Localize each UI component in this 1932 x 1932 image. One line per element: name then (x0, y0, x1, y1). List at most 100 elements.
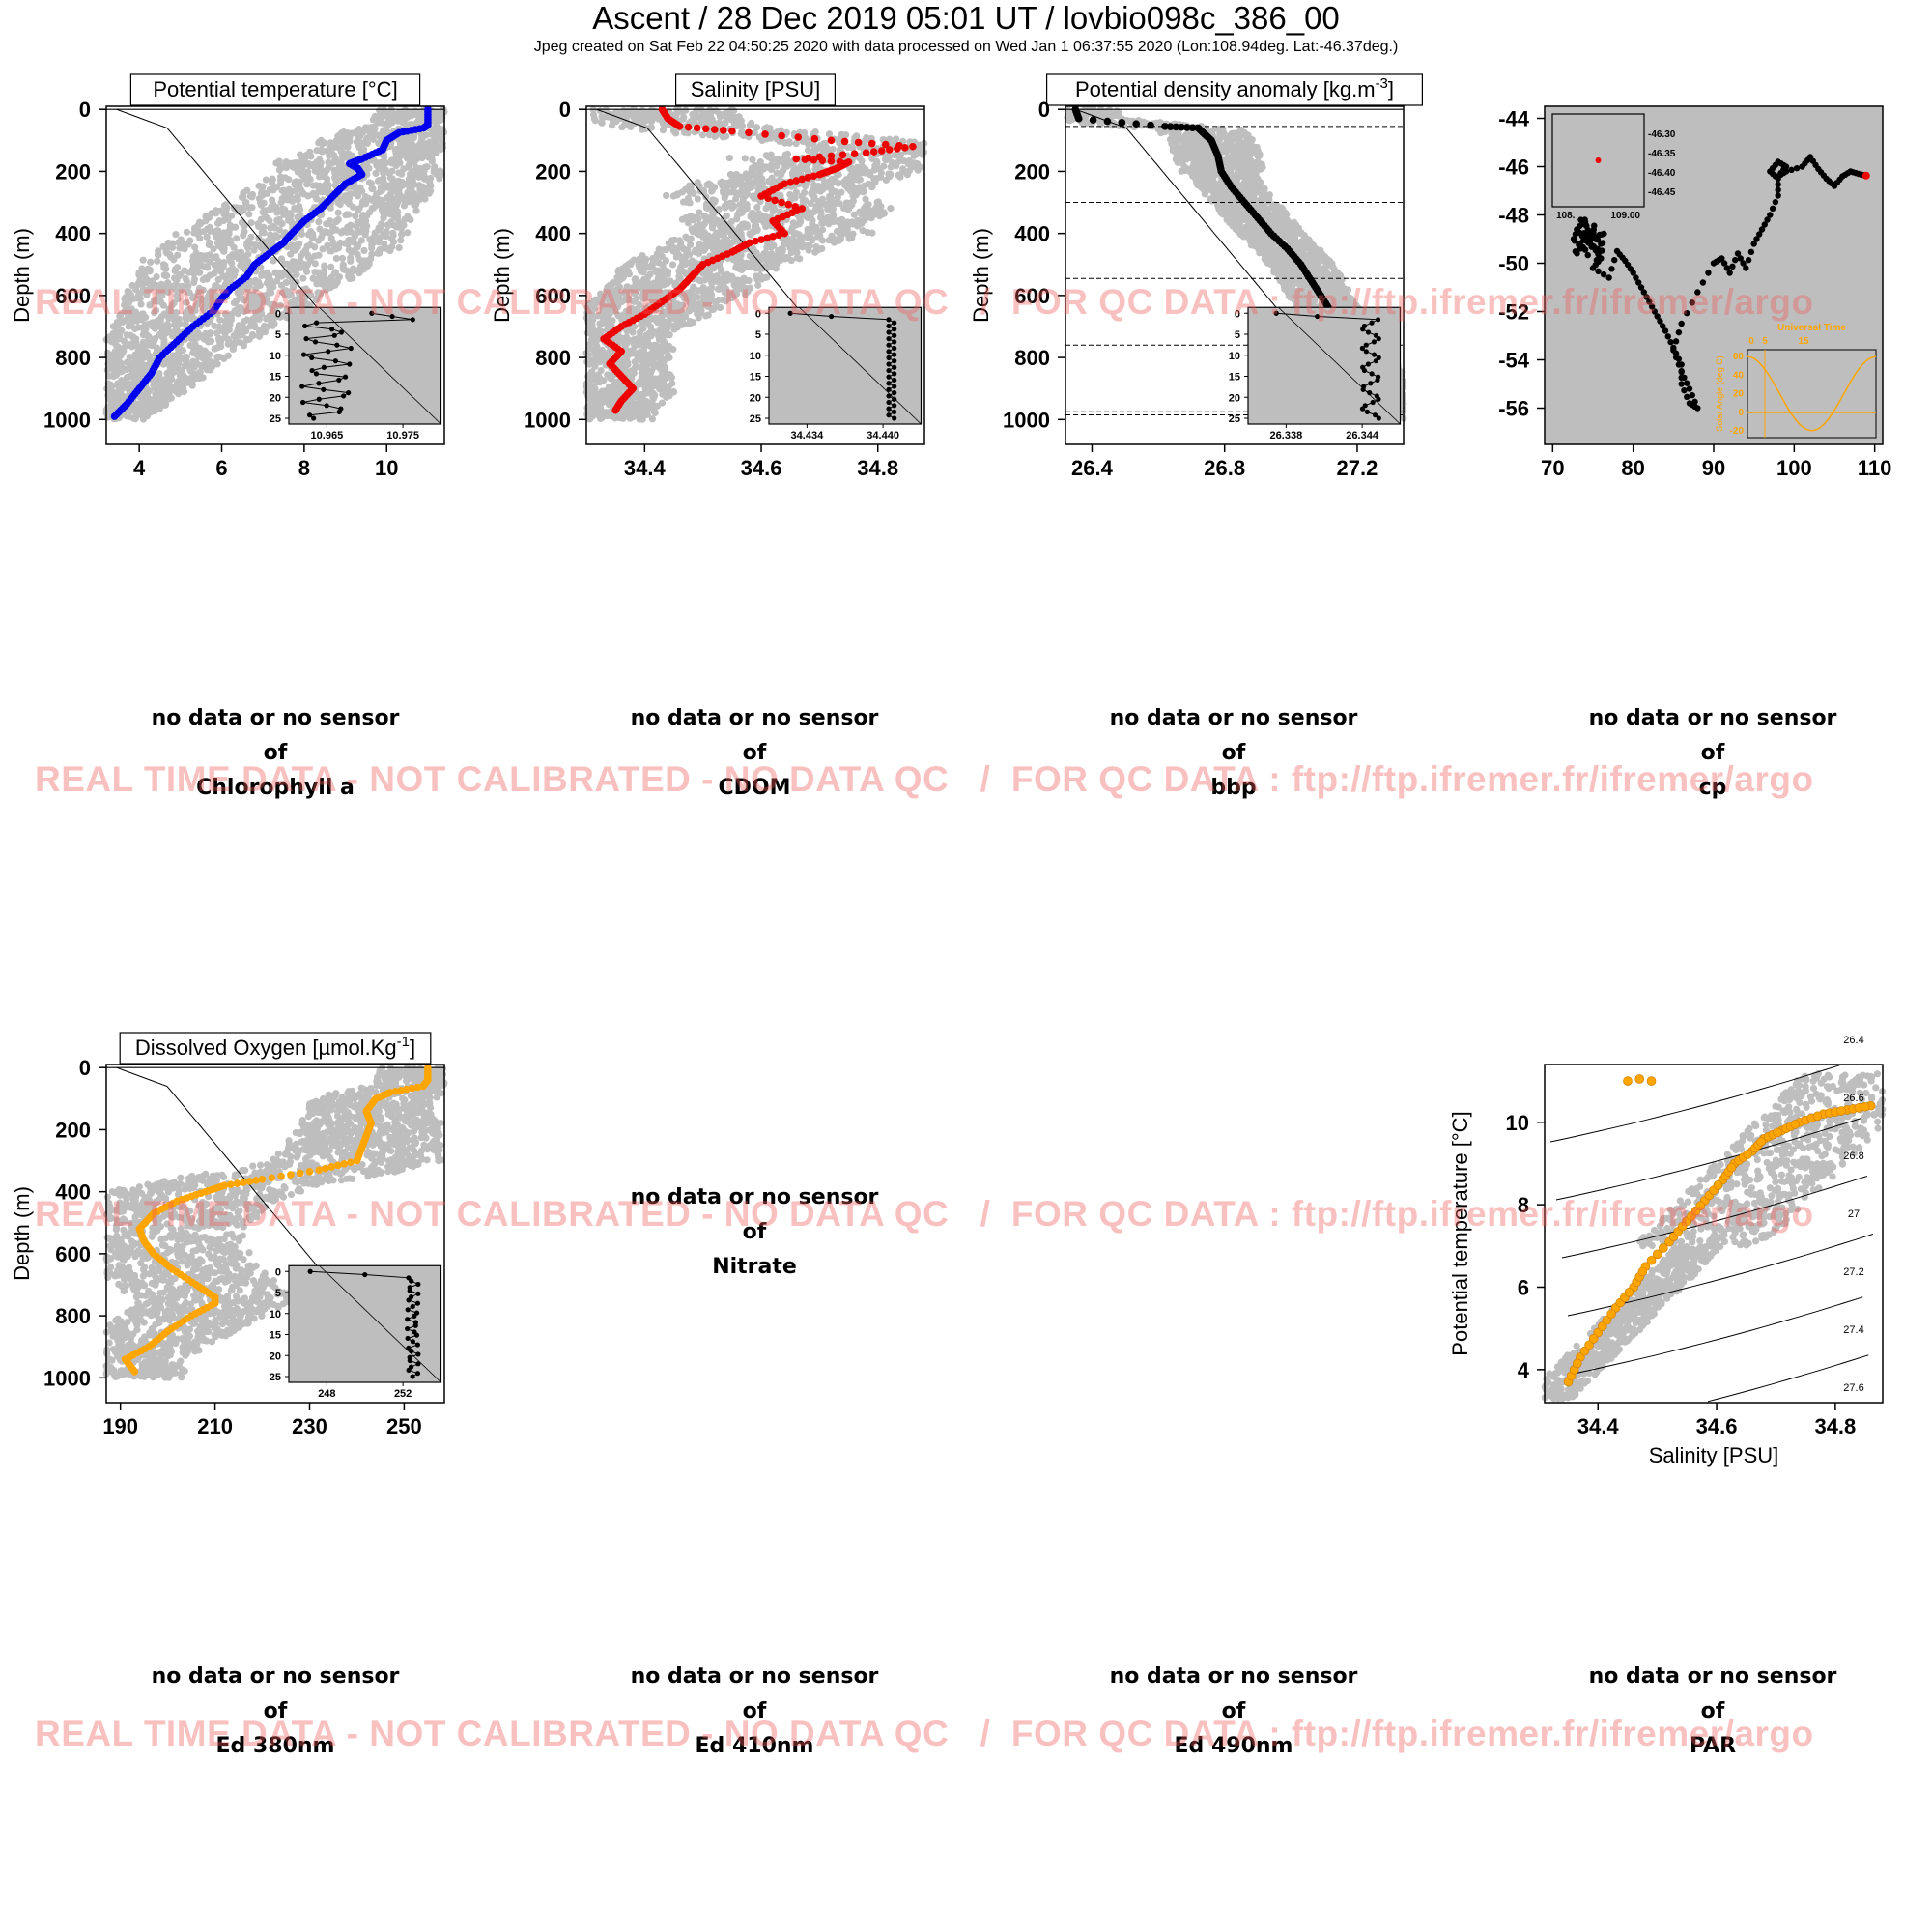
climatology-point (386, 205, 393, 212)
climatology-point (119, 394, 126, 401)
climatology-point (145, 279, 152, 286)
climatology-point (125, 295, 131, 301)
inset-y-tick-label: 25 (270, 413, 281, 425)
climatology-point (606, 321, 612, 327)
climatology-point (156, 384, 163, 391)
climatology-point (211, 254, 217, 261)
climatology-point (788, 257, 795, 264)
inset-point (411, 317, 415, 322)
climatology-point (793, 188, 800, 195)
x-tick-label: 6 (215, 456, 227, 480)
climatology-point (650, 354, 657, 360)
inset-point (369, 311, 374, 316)
climatology-point (790, 219, 797, 226)
climatology-point (596, 356, 603, 363)
climatology-point (618, 271, 625, 278)
climatology-point (135, 292, 142, 298)
climatology-point (402, 196, 409, 203)
climatology-point (236, 324, 242, 330)
climatology-point (387, 190, 394, 197)
climatology-point (383, 228, 389, 235)
climatology-point (618, 124, 625, 130)
climatology-point (281, 261, 288, 268)
climatology-point (589, 333, 596, 340)
climatology-point (407, 176, 413, 183)
climatology-point (331, 270, 338, 277)
inset-point (341, 393, 346, 398)
climatology-point (315, 275, 322, 282)
climatology-point (251, 324, 258, 330)
climatology-point (230, 253, 237, 260)
climatology-point (868, 230, 875, 237)
inset-point (333, 358, 338, 363)
climatology-point (245, 283, 252, 290)
y-tick-label: 200 (55, 159, 91, 184)
climatology-point (310, 191, 317, 198)
climatology-point (217, 340, 224, 347)
climatology-point (834, 228, 840, 235)
climatology-point (893, 152, 899, 158)
climatology-point (327, 144, 334, 151)
climatology-point (335, 244, 342, 251)
inset-point (301, 352, 306, 356)
climatology-point (307, 242, 314, 248)
climatology-point (780, 246, 786, 253)
climatology-point (157, 298, 164, 305)
climatology-point (151, 408, 157, 414)
climatology-point (877, 174, 884, 181)
climatology-point (299, 275, 306, 282)
climatology-point (401, 144, 408, 151)
climatology-point (306, 153, 313, 159)
climatology-point (730, 203, 737, 210)
climatology-point (155, 251, 161, 258)
inset-point (337, 410, 342, 414)
climatology-point (322, 182, 328, 188)
climatology-point (718, 268, 724, 274)
climatology-point (395, 192, 402, 199)
climatology-point (833, 217, 839, 224)
climatology-point (860, 188, 867, 195)
climatology-point (815, 198, 822, 205)
chart-psal: 051015202534.434 34.44034.4 34.6 34.8020040… (490, 74, 927, 480)
climatology-point (436, 175, 442, 182)
climatology-point (669, 261, 676, 268)
climatology-point (412, 208, 419, 214)
climatology-point (633, 296, 639, 302)
inset-point (302, 324, 307, 328)
climatology-point (358, 262, 365, 269)
climatology-point (705, 118, 712, 125)
climatology-point (858, 169, 865, 176)
inset-point (316, 381, 321, 385)
climatology-point (398, 171, 405, 178)
climatology-point (434, 168, 440, 175)
climatology-point (132, 415, 139, 422)
climatology-point (647, 270, 654, 277)
climatology-point (803, 165, 810, 172)
climatology-point (586, 415, 593, 422)
inset-point (314, 371, 319, 376)
climatology-point (823, 144, 830, 151)
climatology-point (270, 223, 276, 230)
inset-y-tick-label: 10 (270, 351, 281, 362)
inset-point (317, 397, 322, 402)
climatology-point (310, 161, 317, 168)
inset-y-tick-label: 5 (275, 329, 281, 341)
climatology-point (300, 249, 307, 256)
climatology-point (419, 184, 426, 190)
climatology-point (288, 299, 295, 306)
climatology-point (293, 206, 299, 213)
climatology-point (682, 107, 689, 114)
climatology-point (245, 295, 252, 301)
climatology-point (283, 290, 290, 297)
inset-point (300, 400, 305, 405)
climatology-point (131, 363, 138, 370)
climatology-point (699, 131, 706, 138)
climatology-point (749, 179, 755, 185)
climatology-point (181, 267, 187, 273)
climatology-point (128, 305, 135, 312)
climatology-point (396, 159, 403, 166)
climatology-point (322, 278, 328, 285)
climatology-point (639, 326, 646, 332)
climatology-point (609, 301, 615, 308)
